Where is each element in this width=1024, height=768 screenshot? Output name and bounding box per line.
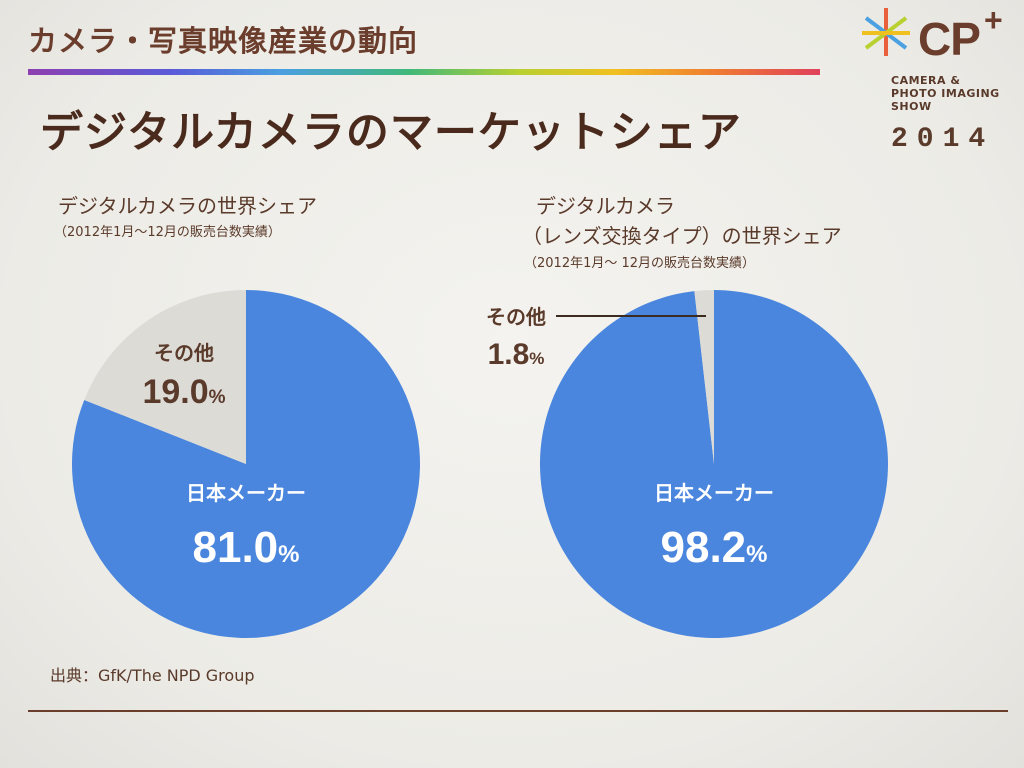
logo-subtitle: CAMERA & PHOTO IMAGING SHOW xyxy=(891,74,1000,113)
cp-plus-logo: CP + CAMERA & PHOTO IMAGING SHOW 2014 xyxy=(858,2,1018,162)
chart1-note: （2012年1月〜12月の販売台数実績） xyxy=(54,225,281,240)
chart1-slice-japan-makers xyxy=(72,290,421,639)
rainbow-divider xyxy=(28,69,820,75)
logo-year: 2014 xyxy=(891,124,995,155)
logo-plus: + xyxy=(984,2,1003,38)
chart1-label-others: その他 xyxy=(154,341,214,365)
chart2-note: （2012年1月〜 12月の販売台数実績） xyxy=(524,256,756,271)
source-credit: 出典：GfK/The NPD Group xyxy=(50,666,255,685)
chart1-value-japan-makers: 81.0% xyxy=(193,523,300,572)
chart2-label-others: その他 xyxy=(486,305,546,329)
chart1-label-japan-makers: 日本メーカー xyxy=(186,481,306,505)
header-title: カメラ・写真映像産業の動向 xyxy=(28,24,419,58)
chart1-slice-others xyxy=(84,290,246,464)
chart1-title: デジタルカメラの世界シェア xyxy=(58,194,317,218)
logo-wordmark: CP xyxy=(918,13,981,65)
slide-title: デジタルカメラのマーケットシェア xyxy=(40,108,742,158)
logo-star-icon xyxy=(862,8,910,56)
chart2-value-others: 1.8% xyxy=(488,338,545,371)
chart2-label-japan-makers: 日本メーカー xyxy=(654,481,774,505)
bottom-divider xyxy=(28,710,1008,712)
chart2-slice-others xyxy=(694,290,714,464)
chart2-title-line1: デジタルカメラ xyxy=(536,194,675,218)
chart2-title-line2: （レンズ交換タイプ）の世界シェア xyxy=(522,224,842,248)
chart1-value-others: 19.0% xyxy=(142,373,225,411)
chart2-slice-japan-makers xyxy=(539,290,888,638)
chart2-value-japan-makers: 98.2% xyxy=(661,523,768,572)
